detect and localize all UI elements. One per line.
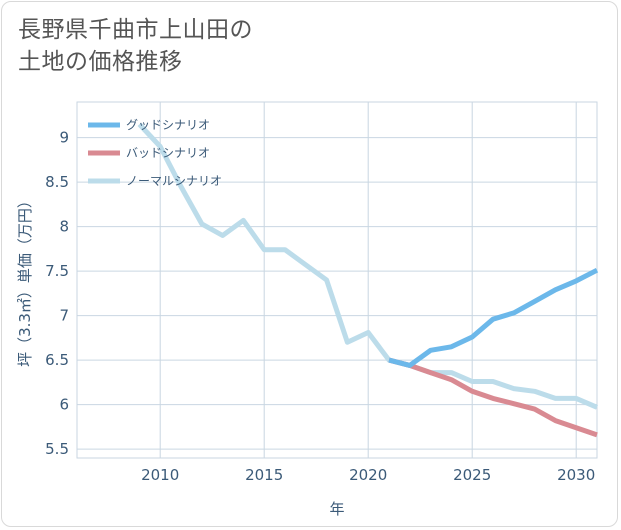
y-tick-label: 7 xyxy=(59,307,69,325)
x-tick-label: 2025 xyxy=(453,466,491,484)
x-axis-label: 年 xyxy=(329,500,344,518)
series-layer xyxy=(137,122,599,438)
series-line-3 xyxy=(137,122,598,410)
y-tick-label: 7.5 xyxy=(45,262,69,280)
x-tick-label: 2020 xyxy=(349,466,387,484)
x-tick-label: 2010 xyxy=(141,466,179,484)
y-axis-label: 坪（3.3㎡）単価（万円） xyxy=(16,193,34,367)
y-tick-label: 6 xyxy=(59,396,69,414)
x-tick-label: 2030 xyxy=(557,466,595,484)
chart-title-line2: 土地の価格推移 xyxy=(18,49,183,75)
y-tick-label: 9 xyxy=(59,129,69,147)
y-tick-label: 8 xyxy=(59,218,69,236)
chart-title: 長野県千曲市上山田の 土地の価格推移 xyxy=(18,14,438,78)
legend-label: バッドシナリオ xyxy=(126,146,210,160)
tick-labels: 5.5 6 6.5 7 7.5 8 8.5 9 2010 2015 2020 2025 2030 xyxy=(45,129,595,484)
y-tick-label: 8.5 xyxy=(45,173,69,191)
chart-title-line1: 長野県千曲市上山田の xyxy=(18,17,253,43)
legend-label: ノーマルシナリオ xyxy=(126,174,222,188)
series-line-2 xyxy=(388,357,598,438)
series-line-1 xyxy=(388,267,599,368)
x-tick-label: 2015 xyxy=(245,466,283,484)
y-tick-label: 6.5 xyxy=(45,351,69,369)
plot-frame xyxy=(76,101,598,459)
y-tick-label: 5.5 xyxy=(45,440,69,458)
legend-label: グッドシナリオ xyxy=(126,118,210,132)
